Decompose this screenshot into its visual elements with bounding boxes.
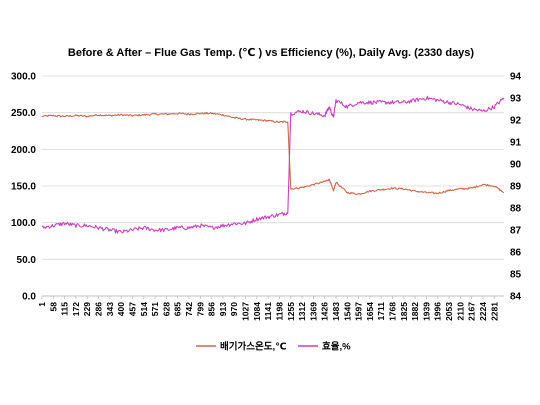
x-tick-label: 1540 (342, 302, 352, 321)
series-lines (41, 95, 505, 234)
y-right-tick-label: 85 (510, 270, 522, 281)
x-tick-label: 799 (195, 302, 205, 316)
x-tick-label: 1996 (433, 302, 443, 321)
x-tick-label: 1654 (365, 302, 375, 321)
x-tick-label: 2110 (455, 302, 465, 321)
y-left-tick-label: 200.0 (11, 145, 36, 156)
gridlines (42, 75, 504, 297)
x-tick-label: 286 (94, 302, 104, 316)
x-tick-label: 457 (127, 302, 137, 316)
x-tick-label: 1312 (297, 302, 307, 321)
x-tick-label: 742 (184, 302, 194, 316)
x-tick-label: 514 (139, 302, 149, 316)
x-tick-label: 685 (173, 302, 183, 316)
x-tick-label: 115 (60, 302, 70, 316)
x-tick-label: 1711 (376, 302, 386, 321)
x-tick-label: 970 (229, 302, 239, 316)
axes: 0.0 50.0 100.0 150.0 200.0 250.0 300.0 84 85 86 87… (11, 72, 522, 321)
x-tick-label: 400 (116, 302, 126, 316)
series-line-1 (41, 95, 505, 234)
x-tick-label: 2053 (444, 302, 454, 321)
x-tick-label: 856 (207, 302, 217, 316)
x-tick-label: 1084 (252, 302, 262, 321)
y-right-tick-label: 86 (510, 248, 522, 259)
chart-title: Before & After – Flue Gas Temp. (℃ ) vs … (68, 47, 475, 59)
y-left-tick-label: 250.0 (11, 108, 36, 119)
y-left-tick-label: 150.0 (11, 182, 36, 193)
x-tick-label: 2167 (467, 302, 477, 321)
y-right-tick-label: 88 (510, 204, 522, 215)
x-tick-label: 58 (48, 302, 58, 312)
y-left-tick-label: 0.0 (22, 292, 36, 303)
y-left-tick-label: 50.0 (17, 255, 37, 266)
x-tick-label: 571 (150, 302, 160, 316)
x-tick-label: 1597 (354, 302, 364, 321)
y-right-tick-label: 93 (510, 94, 522, 105)
y-left-tick-label: 100.0 (11, 218, 36, 229)
x-tick-label: 1882 (410, 302, 420, 321)
y-left-tick-label: 300.0 (11, 72, 36, 83)
series-line-0 (41, 111, 505, 196)
x-tick-label: 1 (37, 302, 47, 307)
y-right-tick-label: 87 (510, 226, 522, 237)
x-tick-label: 1939 (421, 302, 431, 321)
x-tick-label: 1369 (308, 302, 318, 321)
legend: 배기가스온도,℃ 효율,% (196, 341, 351, 353)
x-tick-label: 1483 (331, 302, 341, 321)
x-tick-label: 1426 (320, 302, 330, 321)
x-tick-label: 628 (161, 302, 171, 316)
x-tick-label: 172 (71, 302, 81, 316)
x-tick-label: 2281 (489, 302, 499, 321)
x-tick-label: 1198 (274, 302, 284, 321)
x-tick-label: 1825 (399, 302, 409, 321)
x-tick-label: 913 (218, 302, 228, 316)
x-tick-label: 2224 (478, 302, 488, 321)
y-right-tick-label: 92 (510, 116, 522, 127)
legend-label: 효율,% (322, 341, 351, 353)
y-right-tick-label: 94 (510, 72, 522, 83)
x-tick-label: 229 (82, 302, 92, 316)
x-tick-label: 1141 (263, 302, 273, 321)
y-right-tick-label: 91 (510, 138, 522, 149)
legend-label: 배기가스온도,℃ (220, 341, 287, 353)
y-right-tick-label: 90 (510, 160, 522, 171)
y-right-tick-label: 89 (510, 182, 522, 193)
x-tick-label: 343 (105, 302, 115, 316)
y-right-tick-label: 84 (510, 292, 522, 303)
x-tick-label: 1027 (241, 302, 251, 321)
x-tick-label: 1255 (286, 302, 296, 321)
x-tick-label: 1768 (388, 302, 398, 321)
